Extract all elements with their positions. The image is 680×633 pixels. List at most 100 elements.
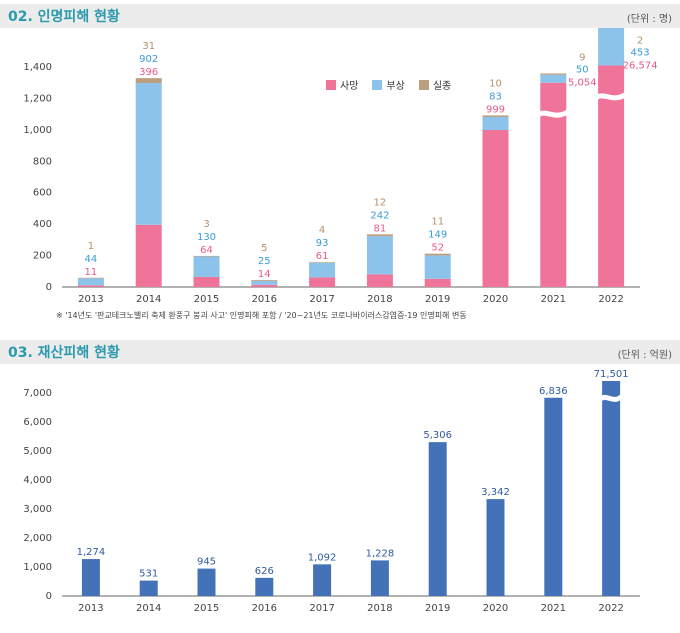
value-label-2017: 1,092 bbox=[308, 552, 337, 563]
label-dead-2014: 396 bbox=[139, 67, 158, 78]
value-label-2022: 71,501 bbox=[594, 369, 629, 380]
value-label-2016: 626 bbox=[255, 566, 274, 577]
x-tick-label: 2019 bbox=[425, 603, 450, 614]
value-label-2019: 5,306 bbox=[423, 430, 452, 441]
label-injured-2013: 44 bbox=[85, 254, 98, 265]
y-tick-label: 200 bbox=[33, 251, 52, 262]
bar-injured-2020 bbox=[482, 116, 509, 131]
label-injured-2016: 25 bbox=[258, 256, 271, 267]
y-tick-label: 1,000 bbox=[23, 125, 52, 136]
value-label-2021: 6,836 bbox=[539, 386, 568, 397]
y-tick-label: 1,000 bbox=[23, 562, 52, 573]
y-tick-label: 6,000 bbox=[23, 417, 52, 428]
y-tick-label: 2,000 bbox=[23, 533, 52, 544]
label-missing-2022: 2 bbox=[637, 35, 643, 46]
label-dead-2022: 26,574 bbox=[623, 60, 658, 71]
x-tick-label: 2015 bbox=[194, 603, 219, 614]
section-header-property: 03. 재산피해 현황 (단위 : 억원) bbox=[0, 340, 680, 364]
bar-injured-2017 bbox=[309, 262, 336, 278]
y-tick-label: 1,200 bbox=[23, 93, 52, 104]
label-injured-2019: 149 bbox=[428, 230, 447, 241]
bar-missing-2019 bbox=[424, 253, 451, 256]
x-tick-label: 2017 bbox=[309, 294, 334, 305]
bar-injured-2021 bbox=[540, 74, 567, 83]
bar-injured-2016 bbox=[251, 280, 278, 285]
y-tick-label: 4,000 bbox=[23, 475, 52, 486]
bar-missing-2014 bbox=[135, 78, 162, 84]
bar-2015 bbox=[197, 568, 216, 596]
x-tick-label: 2013 bbox=[78, 294, 103, 305]
bar-2021 bbox=[544, 397, 563, 596]
label-dead-2018: 81 bbox=[374, 223, 387, 234]
value-label-2015: 945 bbox=[197, 557, 216, 568]
bar-injured-2018 bbox=[366, 236, 393, 275]
bar-missing-2018 bbox=[366, 234, 393, 237]
bar-2018 bbox=[370, 560, 389, 596]
section-header-casualties: 02. 인명피해 현황 (단위 : 명) bbox=[0, 4, 680, 28]
bar-2014 bbox=[139, 580, 158, 596]
bar-missing-2020 bbox=[482, 115, 509, 117]
label-dead-2019: 52 bbox=[431, 243, 444, 254]
value-label-2013: 1,274 bbox=[77, 547, 106, 558]
axis-break-mark bbox=[535, 108, 571, 118]
x-tick-label: 2019 bbox=[425, 294, 450, 305]
label-injured-2018: 242 bbox=[370, 210, 389, 221]
legend-swatch bbox=[372, 79, 383, 90]
legend-label: 사망 bbox=[340, 81, 359, 92]
x-tick-label: 2017 bbox=[309, 603, 334, 614]
bar-missing-2015 bbox=[193, 255, 220, 257]
axis-break-mark bbox=[593, 91, 629, 101]
x-tick-label: 2018 bbox=[367, 603, 392, 614]
bar-injured-2019 bbox=[424, 255, 451, 279]
section-title-property: 03. 재산피해 현황 bbox=[8, 345, 120, 361]
value-label-2020: 3,342 bbox=[481, 487, 510, 498]
legend-item: 실종 bbox=[418, 77, 452, 92]
bar-injured-2015 bbox=[193, 256, 220, 277]
legend-label: 실종 bbox=[432, 81, 452, 92]
y-tick-label: 7,000 bbox=[23, 388, 52, 399]
value-label-2018: 1,228 bbox=[366, 548, 395, 559]
x-tick-label: 2016 bbox=[252, 294, 277, 305]
bar-2020 bbox=[486, 499, 505, 596]
label-dead-2013: 11 bbox=[85, 267, 98, 278]
x-tick-label: 2021 bbox=[541, 294, 566, 305]
casualties-chart: 02004006008001,0001,2001,400144112013319… bbox=[23, 28, 658, 305]
label-missing-2014: 31 bbox=[142, 41, 155, 52]
label-missing-2021: 9 bbox=[579, 53, 585, 64]
label-injured-2015: 130 bbox=[197, 232, 216, 243]
bar-dead-2022 bbox=[598, 65, 625, 287]
label-dead-2015: 64 bbox=[200, 245, 213, 256]
legend-swatch bbox=[326, 79, 336, 90]
legend-label: 부상 bbox=[386, 81, 405, 92]
label-missing-2015: 3 bbox=[203, 219, 209, 230]
y-tick-label: 800 bbox=[33, 156, 52, 167]
label-injured-2022: 453 bbox=[631, 47, 650, 58]
bar-dead-2017 bbox=[309, 277, 336, 287]
legend-item: 사망 bbox=[326, 77, 358, 92]
x-tick-label: 2018 bbox=[367, 294, 392, 305]
bar-2019 bbox=[428, 442, 447, 596]
bar-dead-2018 bbox=[366, 274, 393, 287]
y-tick-label: 600 bbox=[33, 188, 52, 199]
bar-missing-2021 bbox=[540, 73, 567, 75]
x-tick-label: 2015 bbox=[194, 294, 219, 305]
label-missing-2017: 4 bbox=[319, 225, 325, 236]
x-tick-label: 2020 bbox=[483, 603, 508, 614]
y-tick-label: 1,400 bbox=[23, 62, 52, 73]
x-tick-label: 2021 bbox=[541, 603, 566, 614]
value-label-2014: 531 bbox=[139, 569, 158, 580]
bar-missing-2017 bbox=[309, 262, 336, 263]
label-missing-2020: 10 bbox=[489, 78, 502, 89]
y-tick-label: 3,000 bbox=[23, 504, 52, 515]
bar-dead-2015 bbox=[193, 276, 220, 287]
label-injured-2021: 50 bbox=[576, 65, 589, 76]
bar-2017 bbox=[313, 564, 332, 596]
x-tick-label: 2022 bbox=[598, 294, 623, 305]
label-dead-2016: 14 bbox=[258, 269, 271, 280]
property-damage-chart: 0 1,000 2,000 3,000 4,000 5,000 6,000 7,000 1,27… bbox=[23, 369, 640, 614]
x-tick-label: 2016 bbox=[252, 603, 277, 614]
label-missing-2018: 12 bbox=[374, 197, 387, 208]
bar-injured-2013 bbox=[77, 278, 104, 286]
y-tick-label: 0 bbox=[46, 591, 52, 602]
unit-label-casualties: (단위 : 명) bbox=[626, 14, 672, 25]
